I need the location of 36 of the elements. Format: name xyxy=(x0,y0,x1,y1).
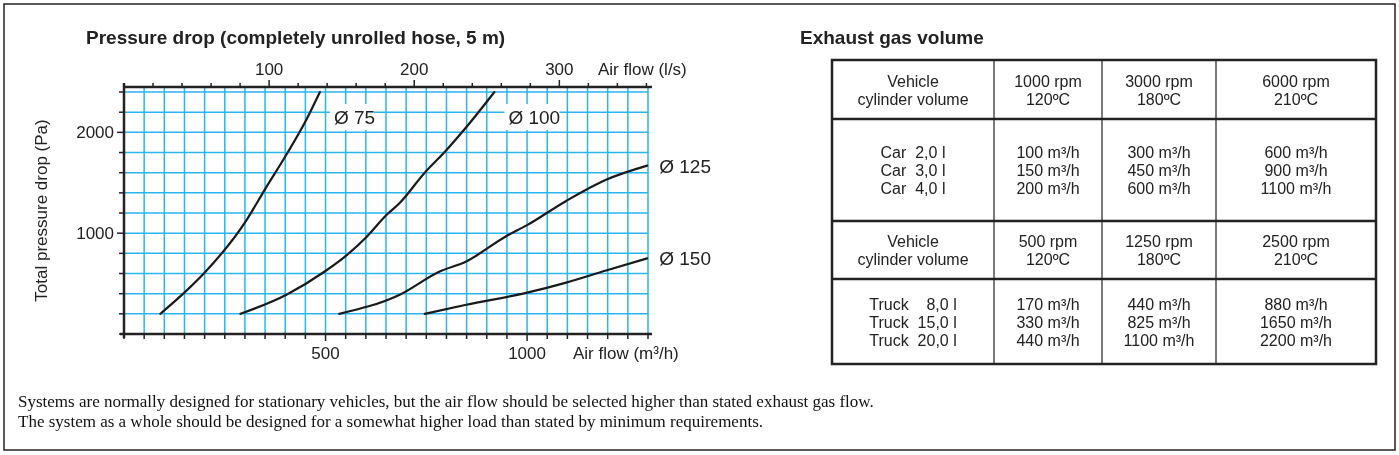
text: 500 rpm 120ºC xyxy=(1018,233,1078,268)
x2-tick-label: 200 xyxy=(400,60,429,79)
series-label: Ø 75 xyxy=(333,107,376,129)
text: 880 m³/h 1650 m³/h 2200 m³/h xyxy=(1259,295,1333,349)
text: 440 m³/h 825 m³/h 1100 m³/h xyxy=(1123,295,1195,349)
series-label: Ø 100 xyxy=(508,107,561,129)
text: Exhaust gas volume xyxy=(800,27,984,48)
text: Systems are normally designed for stationary vehicles, but the air flow should be selected higher than stated exhaust gas flow. xyxy=(18,392,874,411)
line-series xyxy=(338,164,649,315)
text: Vehicle cylinder volume xyxy=(857,72,969,108)
text: 3000 rpm 180ºC xyxy=(1125,72,1193,108)
x2-tick-label: 100 xyxy=(254,60,284,79)
y-axis-title: Total pressure drop (Pa) xyxy=(32,119,51,302)
text: Vehicle cylinder volume xyxy=(857,233,969,268)
x2-tick-label: 300 xyxy=(545,60,574,79)
x2-axis-title: Air flow (l/s) xyxy=(598,60,687,79)
text: 2500 rpm 210ºC xyxy=(1262,233,1330,268)
text: Car 2,0 l Car 3,0 l Car 4,0 l xyxy=(880,144,946,197)
text: 600 m³/h 900 m³/h 1100 m³/h xyxy=(1260,144,1332,197)
text: Truck 8,0 l Truck 15,0 l Truck 20,0 l xyxy=(869,295,957,349)
text: 100 m³/h 150 m³/h 200 m³/h xyxy=(1016,144,1080,197)
text: 300 m³/h 450 m³/h 600 m³/h xyxy=(1127,144,1191,197)
line-series xyxy=(423,257,649,315)
chart-title: Pressure drop (completely unrolled hose, 5 m) xyxy=(86,27,506,48)
line-series xyxy=(239,90,496,315)
text: The system as a whole should be designed for a somewhat higher load than stated by minimum requirements. xyxy=(18,412,763,431)
text: 6000 rpm 210ºC xyxy=(1262,72,1330,108)
line-series xyxy=(159,90,321,315)
text: 1250 rpm 180ºC xyxy=(1125,233,1193,268)
text: 170 m³/h 330 m³/h 440 m³/h xyxy=(1016,295,1080,349)
x-tick-label: 500 xyxy=(311,344,340,363)
x-axis-title: Air flow (m³/h) xyxy=(573,344,679,363)
series-label: Ø 125 xyxy=(659,155,711,177)
y-tick-label: 2000 xyxy=(76,123,114,143)
text: 1000 rpm 120ºC xyxy=(1014,72,1082,108)
series-label: Ø 150 xyxy=(659,248,711,270)
